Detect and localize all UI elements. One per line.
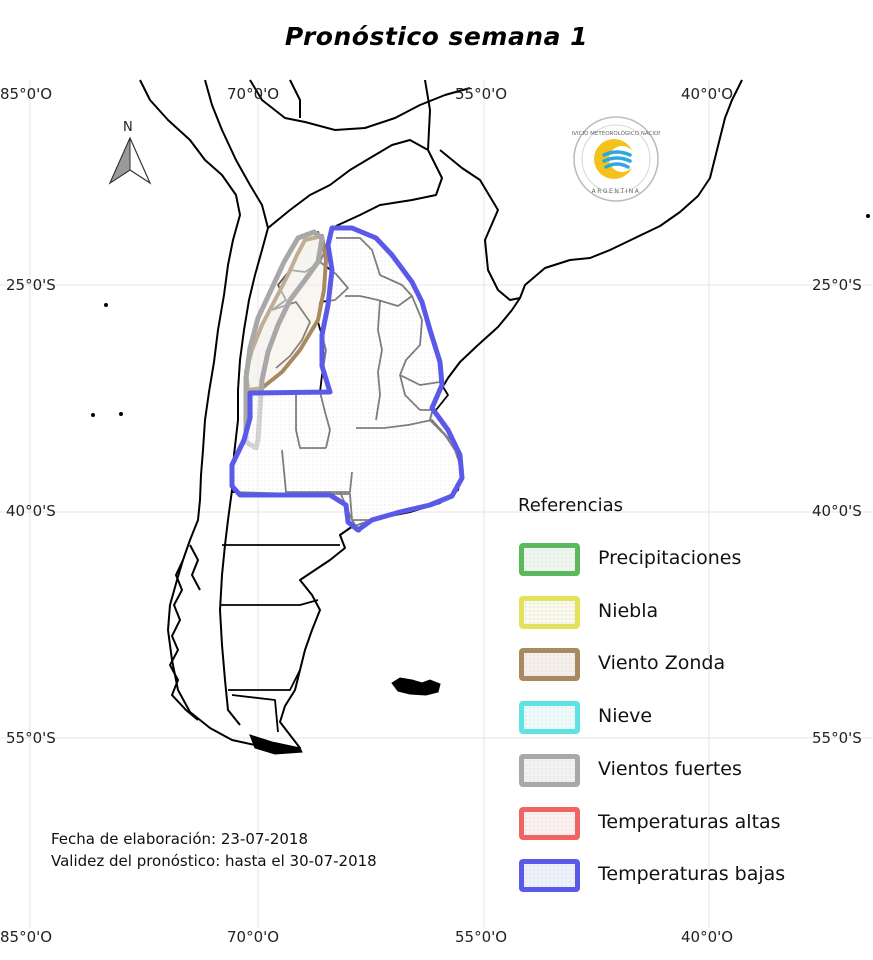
malvinas bbox=[391, 677, 441, 696]
peru-border bbox=[289, 79, 301, 118]
legend-label: Niebla bbox=[598, 599, 659, 622]
temperaturas-bajas-area bbox=[229, 225, 465, 533]
legend-swatch bbox=[519, 859, 580, 893]
legend-item: Nieve bbox=[516, 698, 816, 738]
lat-tick-right: 40°0'S bbox=[812, 502, 862, 520]
legend-item: Temperaturas altas bbox=[516, 804, 816, 844]
brazil-border bbox=[439, 149, 521, 301]
north-arrow-label: N bbox=[123, 120, 133, 135]
lon-tick-bottom: 40°0'O bbox=[681, 928, 734, 946]
legend-label: Vientos fuertes bbox=[598, 757, 742, 780]
tdf-inner bbox=[231, 694, 279, 733]
bolivia-paraguay-border bbox=[267, 139, 443, 229]
legend-label: Temperaturas altas bbox=[598, 810, 781, 833]
legend-swatch bbox=[519, 595, 580, 629]
brazil-west bbox=[424, 79, 431, 151]
legend-label: Nieve bbox=[598, 705, 653, 728]
lat-tick-right: 55°0'S bbox=[812, 729, 862, 747]
lon-tick-top: 70°0'O bbox=[227, 85, 280, 103]
smn-logo: SERVICIO METEOROLÓGICO NACIONAL ARGENTIN… bbox=[563, 113, 670, 205]
svg-text:ARGENTINA: ARGENTINA bbox=[592, 188, 641, 195]
chilean-archipelago bbox=[168, 544, 201, 721]
lat-tick-right: 25°0'S bbox=[812, 276, 862, 294]
islands bbox=[91, 214, 870, 755]
legend-label: Precipitaciones bbox=[598, 547, 742, 569]
tierra-del-fuego bbox=[249, 734, 303, 755]
legend-label: Temperaturas bajas bbox=[598, 863, 786, 886]
legend-label: Viento Zonda bbox=[598, 652, 726, 675]
legend-swatch bbox=[519, 543, 580, 576]
elaboration-date: Fecha de elaboración: 23-07-2018 bbox=[51, 830, 309, 848]
lon-tick-bottom: 85°0'O bbox=[0, 928, 53, 946]
legend-item: Temperaturas bajas bbox=[516, 856, 816, 896]
legend-title: Referencias bbox=[518, 495, 623, 516]
map-title: Pronóstico semana 1 bbox=[284, 22, 589, 51]
lon-tick-top: 85°0'O bbox=[0, 85, 53, 103]
legend-item: Precipitaciones bbox=[516, 540, 816, 580]
lon-tick-bottom: 70°0'O bbox=[227, 928, 280, 946]
legend-item: Vientos fuertes bbox=[516, 751, 816, 791]
lon-tick-top: 40°0'O bbox=[681, 85, 734, 103]
lon-tick-bottom: 55°0'O bbox=[455, 928, 508, 946]
northern-border bbox=[249, 79, 471, 131]
svg-text:SERVICIO METEOROLÓGICO NACIONA: SERVICIO METEOROLÓGICO NACIONAL bbox=[572, 130, 660, 137]
legend-swatch bbox=[519, 753, 580, 787]
lat-tick-left: 25°0'S bbox=[6, 276, 56, 294]
south-america-coast bbox=[139, 79, 743, 751]
santa-cruz bbox=[220, 599, 319, 606]
lon-tick-top: 55°0'O bbox=[455, 85, 508, 103]
legend-item: Viento Zonda bbox=[516, 645, 816, 685]
tierra-fuego-limit bbox=[228, 669, 301, 691]
legend-swatch bbox=[519, 648, 580, 682]
legend-swatch bbox=[519, 806, 580, 840]
north-arrow bbox=[108, 136, 152, 185]
lat-tick-left: 40°0'S bbox=[6, 502, 56, 520]
legend-swatch bbox=[519, 701, 580, 735]
validity-date: Validez del pronóstico: hasta el 30-07-2… bbox=[51, 852, 377, 870]
graticule bbox=[0, 80, 873, 928]
lat-tick-left: 55°0'S bbox=[6, 729, 56, 747]
legend-item: Niebla bbox=[516, 593, 816, 633]
andes-inner bbox=[204, 79, 269, 229]
